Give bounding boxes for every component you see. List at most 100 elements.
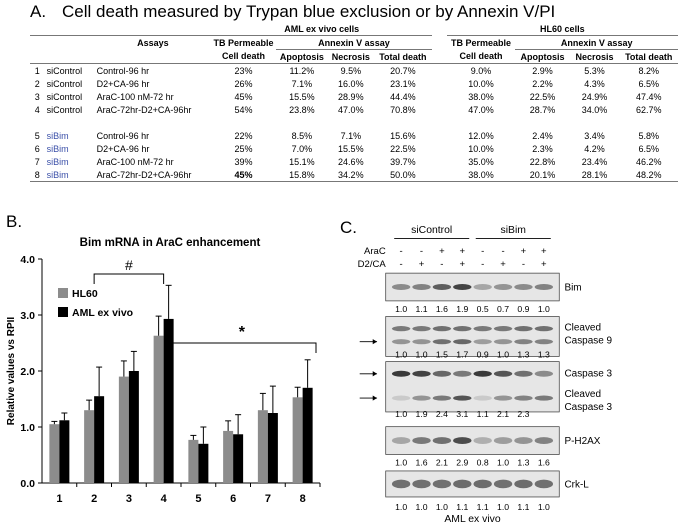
sirna-cell: siBim [46,130,69,141]
bar-aml-ex-vivo [94,396,105,483]
densitometry-value: 1.0 [436,502,448,512]
blot-band [514,479,533,489]
column-spacer [432,168,447,182]
blot-band [514,437,533,445]
d2ca-sign: + [541,259,547,270]
blot-band [432,339,452,345]
blot-band [534,326,554,332]
aml-value: 45% [234,91,253,102]
bar-hl60 [292,397,303,483]
arac-sign: + [439,246,445,257]
y-tick-label: 3.0 [20,310,35,322]
blot-band [473,479,492,489]
hl60-value: 10.0% [468,78,494,89]
band-label-ph2ax: P-H2AX [564,436,600,447]
blot-band [412,326,431,332]
aml-value: 44.4% [390,91,416,102]
d2ca-sign: - [400,259,403,270]
arac-sign: - [481,246,484,257]
densitometry-value: 1.6 [538,458,550,468]
densitometry-value: 1.0 [497,502,509,512]
blot-band [514,395,533,401]
cell-death-table: AML ex vivo cells HL60 cells Assays TB P… [30,22,678,182]
condition-cell: AraC-100 nM-72 hr [96,156,174,167]
sirna-cell: siControl [46,78,83,89]
hl60-value: 28.1% [569,168,620,182]
western-blot-figure: siControl siBim AraC D2/CA - - + + - - + + - + - + - + - +1… [358,225,613,523]
arrow-icon [372,371,378,377]
sirna-cell: siControl [46,104,83,115]
sirna-cell: siBim [46,156,69,167]
aml-value: 24.6% [338,156,364,167]
hl60-value: 24.9% [581,91,608,102]
blot-band [493,326,513,332]
band-label-caspase9: Caspase 9 [564,335,612,346]
aml-value: 22% [234,130,253,141]
condition-cell: D2+CA-96 hr [96,78,150,89]
aml-value: 16.0% [338,78,364,89]
x-tick-label: 7 [265,493,271,505]
bracket-hash [93,273,165,284]
aml-value: 23.8% [289,104,315,115]
x-tick-label: 2 [91,493,97,505]
aml-value: 23.1% [390,78,416,89]
densitometry-value: 1.7 [456,349,468,359]
bim-mrna-chart: Bim mRNA in AraC enhancement Relative val… [6,237,321,505]
blot-band [473,370,492,377]
band-label-cleaved-caspase3: Caspase 3 [564,402,612,413]
hl60-value: 12.0% [468,130,494,141]
hl60-value: 2.4% [532,130,553,141]
blot-band [493,437,513,445]
blot-band [391,479,411,489]
aml-value: 15.5% [338,143,364,154]
annexin-header-aml: Annexin V assay [275,35,433,50]
aml-value: 15.6% [390,130,416,141]
arrow-icon [372,395,378,401]
hl60-value: 38.0% [446,168,516,182]
band-label-caspase3: Caspase 3 [564,368,612,379]
panel-c-letter: C. [340,218,357,237]
group-hl60-header: HL60 cells [446,22,678,36]
bar-aml-ex-vivo [128,371,139,483]
blot-band [534,437,554,445]
densitometry-value: 1.3 [538,349,550,359]
x-tick-label: 3 [126,493,132,505]
band-label-cleaved: Cleaved [564,389,601,400]
blot-band [514,339,533,345]
blot-band [453,326,472,332]
densitometry-value: 1.1 [517,502,529,512]
blot-membrane [385,426,560,455]
apoptosis-header-aml: Apoptosis [275,49,328,64]
hl60-value: 22.8% [529,156,556,167]
bar-aml-ex-vivo [163,318,174,483]
x-tick-label: 8 [300,493,306,505]
row-number: 6 [34,143,40,154]
row-spacer [30,116,678,129]
densitometry-value: 0.7 [497,304,509,314]
blot-band [453,437,472,445]
blot-band [432,326,452,332]
blot-band [453,339,472,345]
hl60-value: 47.4% [636,91,662,102]
hl60-value: 10.0% [468,143,494,154]
blot-band [391,326,411,332]
blot-band [391,283,411,291]
blot-membrane [385,316,560,357]
apoptosis-header-hl60: Apoptosis [515,49,570,64]
densitometry-value: 1.0 [538,304,550,314]
blot-band [412,395,431,401]
sirna-cell: siControl [46,91,83,102]
annexin-header-hl60: Annexin V assay [515,35,678,50]
blot-band [534,283,554,291]
hl60-value: 6.5% [638,78,660,89]
aml-value: 50.0% [373,168,433,182]
necrosis-header-aml: Necrosis [327,49,374,64]
bar-hl60 [257,410,268,483]
blot-band [412,479,431,489]
densitometry-value: 1.0 [395,304,407,314]
blot-membrane [385,272,560,302]
blot-band [473,437,492,445]
densitometry-value: 1.1 [415,304,427,314]
blot-band [432,479,452,489]
densitometry-value: 2.9 [456,458,468,468]
